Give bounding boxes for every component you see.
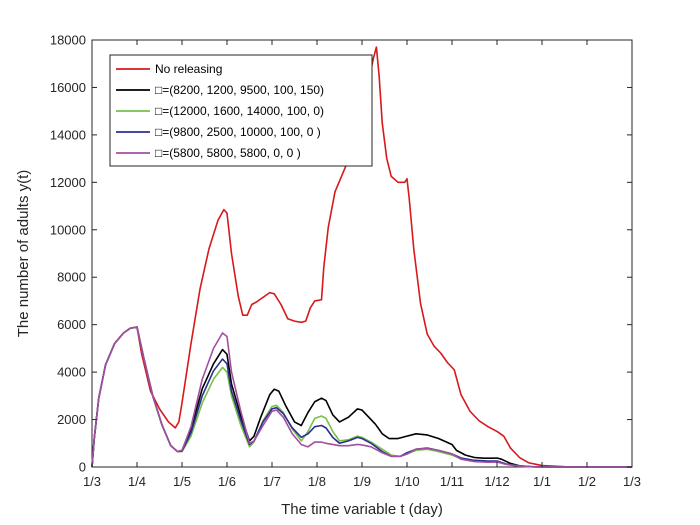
x-tick-label: 1/12 [484,474,509,489]
y-tick-label: 4000 [57,365,86,380]
x-tick-label: 1/2 [578,474,596,489]
tick-layer: 1/3 1/4 1/5 1/6 1/7 1/8 1/9 1/10 1/11 1/12 1/1 1/2 1… [50,33,641,490]
x-tick-label: 1/8 [308,474,326,489]
y-axis-label: The number of adults y(t) [15,170,32,338]
legend-entry-2: □=(12000, 1600, 14000, 100, 0) [155,104,324,118]
y-tick-label: 6000 [57,317,86,332]
legend-entry-4: □=(5800, 5800, 5800, 0, 0 ) [155,146,301,160]
series-layer [91,46,632,468]
legend-box [109,54,373,167]
y-tick-label: 12000 [50,175,86,190]
x-tick-label: 1/1 [533,474,551,489]
y-tick-label: 0 [79,460,86,475]
y-tick-label: 14000 [50,127,86,142]
x-tick-label: 1/11 [440,474,464,489]
x-tick-label: 1/6 [218,474,236,489]
x-tick-label: 1/5 [173,474,191,489]
x-tick-label: 1/9 [353,474,371,489]
x-tick-label: 1/3 [623,474,641,489]
y-tick-label: 16000 [50,80,86,95]
x-tick-label: 1/7 [263,474,281,489]
x-tick-label: 1/10 [394,474,419,489]
legend-entry-1: □=(8200, 1200, 9500, 100, 150) [155,83,324,97]
legend-entry-0: No releasing [155,62,222,76]
y-tick-label: 2000 [57,412,86,427]
series-line-4 [91,326,632,468]
y-tick-label: 10000 [50,222,86,237]
x-axis-label: The time variable t (day) [281,501,443,518]
legend: No releasing □=(8200, 1200, 9500, 100, 15… [109,54,373,167]
legend-entry-3: □=(9800, 2500, 10000, 100, 0 ) [155,125,321,139]
x-tick-label: 1/3 [83,474,101,489]
y-tick-label: 18000 [50,33,86,48]
series-line-0 [91,46,632,468]
x-tick-label: 1/4 [128,474,146,489]
y-tick-label: 8000 [57,270,86,285]
